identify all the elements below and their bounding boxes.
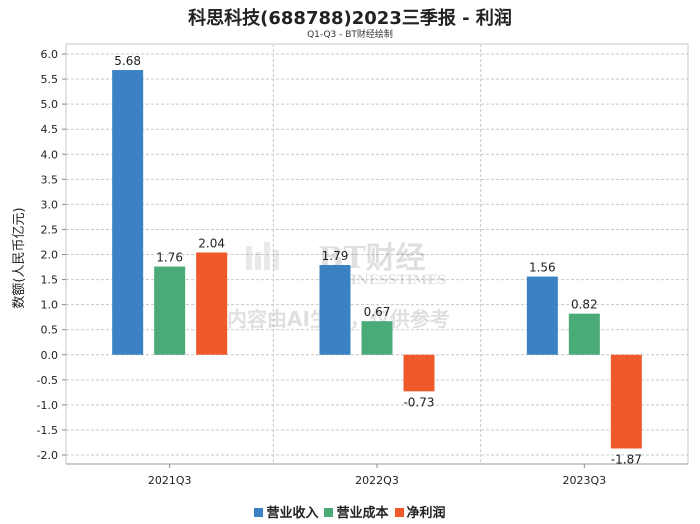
bar [403,354,435,392]
bar-data-label: 1.79 [322,249,349,263]
axes-layer: 6.0 5.5 5.0 4.5 4.0 3.5 3.0 2.5 2.0 1.5 1.0 0.5 0.0 -… [37,48,688,487]
bar [196,252,228,355]
legend-swatch [324,508,334,517]
y-tick-label: 6.0 [41,48,59,61]
chart-subtitle: Q1-Q3 - BT财经绘制 [307,30,393,40]
y-tick-label: 5.0 [41,98,59,111]
legend: 营业收入 营业成本 净利润 [0,502,700,521]
y-tick-label: -1.0 [37,399,58,412]
bar [361,321,393,355]
bar-data-label: -1.87 [611,452,642,466]
y-tick-label: 1.0 [41,299,59,312]
bar [610,354,642,449]
bar-data-label: 5.68 [114,54,141,68]
bars-layer: 5.68 1.76 2.04 1.79 0.67 -0.73 1.56 0.82 -1.87 [112,54,642,466]
x-tick-label: 2023Q3 [563,474,607,487]
x-tick-label: 2021Q3 [148,474,192,487]
y-tick-label: 2.5 [41,223,59,236]
y-tick-label: 0.0 [41,349,59,362]
y-tick-label: 5.5 [41,73,59,86]
bar-data-label: 0.82 [571,298,598,312]
bar-data-label: 1.56 [529,261,556,275]
watermark-logo-sub: BUSINESSTIMES [319,273,447,288]
bar-data-label: -0.73 [403,395,434,409]
bar-data-label: 0.67 [364,305,391,319]
legend-item: 营业成本 [324,502,389,521]
y-tick-label: 3.5 [41,173,59,186]
y-axis-label: 数额(人民币亿元) [12,207,27,308]
legend-item: 净利润 [394,502,446,521]
x-tick-label: 2022Q3 [355,474,399,487]
y-tick-label: 4.5 [41,123,59,136]
legend-swatch [254,508,264,517]
legend-label: 净利润 [406,506,446,521]
legend-item: 营业收入 [254,502,318,521]
legend-label: 营业收入 [266,506,319,521]
watermark-logo-mark [246,242,279,270]
y-tick-label: 4.0 [41,148,59,161]
chart-title: 科思科技(688788)2023三季报 - 利润 [188,8,512,29]
bar-data-label: 2.04 [198,236,225,250]
bar [319,265,351,355]
bar [112,70,144,355]
bar [154,266,186,355]
legend-swatch [394,508,404,517]
bar-data-label: 1.76 [156,251,183,265]
y-tick-label: -0.5 [37,374,58,387]
y-tick-label: 3.0 [41,198,59,211]
y-tick-label: 0.5 [41,324,59,337]
y-tick-label: 2.0 [41,249,59,262]
bar [526,276,558,355]
y-tick-label: -1.5 [37,424,58,437]
y-tick-label: -2.0 [37,449,58,462]
grid-layer [65,43,689,465]
legend-label: 营业成本 [336,506,389,521]
bar [568,313,600,355]
y-tick-label: 1.5 [41,274,59,287]
